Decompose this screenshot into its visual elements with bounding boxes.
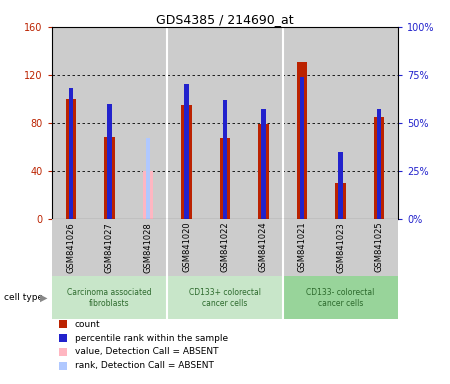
Bar [300, 77, 304, 219]
Text: ▶: ▶ [40, 293, 47, 303]
Text: CD133+ colorectal
cancer cells: CD133+ colorectal cancer cells [189, 288, 261, 308]
Bar [66, 99, 77, 219]
Bar [283, 276, 398, 319]
Title: GDS4385 / 214690_at: GDS4385 / 214690_at [156, 13, 294, 26]
Text: Carcinoma associated
fibroblasts: Carcinoma associated fibroblasts [67, 288, 152, 308]
Bar [104, 137, 115, 219]
Bar [146, 138, 150, 219]
Bar [335, 183, 346, 219]
Text: GSM841020: GSM841020 [182, 222, 191, 272]
Bar [52, 276, 167, 319]
Text: GSM841022: GSM841022 [220, 222, 230, 272]
Text: GSM841023: GSM841023 [336, 222, 345, 273]
Text: value, Detection Call = ABSENT: value, Detection Call = ABSENT [75, 348, 218, 356]
Bar [338, 152, 343, 219]
Bar [107, 104, 112, 219]
Text: count: count [75, 320, 100, 329]
Bar [377, 109, 381, 219]
Bar [261, 109, 266, 219]
Text: cell type: cell type [4, 293, 44, 302]
Text: GSM841024: GSM841024 [259, 222, 268, 272]
Text: rank, Detection Call = ABSENT: rank, Detection Call = ABSENT [75, 361, 214, 370]
Text: GSM841028: GSM841028 [144, 222, 153, 273]
Text: percentile rank within the sample: percentile rank within the sample [75, 334, 228, 343]
Text: GSM841025: GSM841025 [374, 222, 383, 272]
Bar [167, 276, 283, 319]
Text: GSM841021: GSM841021 [297, 222, 306, 272]
Text: GSM841026: GSM841026 [67, 222, 76, 273]
Bar [220, 139, 230, 219]
Bar [297, 62, 307, 219]
Bar [69, 88, 73, 219]
Bar [223, 100, 227, 219]
Bar [374, 117, 384, 219]
Bar [143, 171, 153, 219]
Bar [258, 124, 269, 219]
Bar [181, 105, 192, 219]
Text: GSM841027: GSM841027 [105, 222, 114, 273]
Text: CD133- colorectal
cancer cells: CD133- colorectal cancer cells [306, 288, 375, 308]
Bar [184, 84, 189, 219]
